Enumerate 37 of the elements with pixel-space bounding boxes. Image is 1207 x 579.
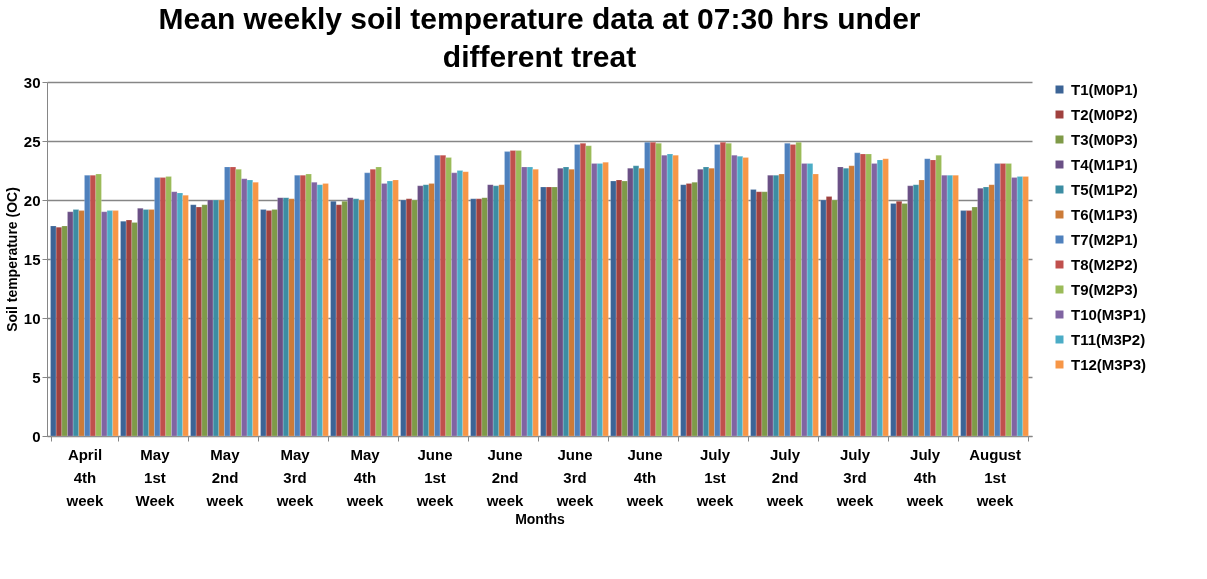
y-tick-label: 25 (23, 132, 41, 150)
legend-label: T10(M3P1) (1071, 305, 1147, 323)
legend-label: T5(M1P2) (1071, 180, 1138, 198)
legend-label: T12(M3P3) (1071, 355, 1147, 373)
legend-label: T3(M0P3) (1071, 130, 1138, 148)
y-tick-label: 20 (23, 191, 41, 209)
x-tick-label: July 3rd week (835, 445, 875, 509)
y-tick-label: 0 (32, 427, 41, 445)
x-tick-label: June 2nd week (485, 445, 524, 509)
legend-label: T8(M2P2) (1071, 255, 1138, 273)
x-tick-label: August 1st week (969, 445, 1021, 509)
x-tick-label: May 3rd week (275, 445, 314, 509)
x-tick-label: July 1st week (695, 445, 735, 509)
legend-label: T6(M1P3) (1071, 205, 1138, 223)
bar (50, 225, 57, 437)
y-tick-label: 10 (23, 309, 41, 327)
legend-label: T11(M3P2) (1071, 330, 1146, 348)
x-tick-label: May 1st Week (135, 445, 176, 509)
x-tick-label: June 3rd week (555, 445, 594, 509)
y-tick-label: 30 (23, 73, 41, 91)
legend-label: T1(M0P1) (1071, 80, 1138, 98)
y-axis-title: Soil temperature (OC) (3, 187, 20, 332)
x-tick-label: June 4th week (625, 445, 665, 509)
x-axis-title: Months (515, 510, 566, 527)
legend-label: T9(M2P3) (1071, 280, 1138, 298)
x-tick-label: July 2nd week (765, 445, 805, 509)
y-tick-label: 15 (23, 250, 41, 268)
legend-label: T4(M1P1) (1071, 155, 1138, 173)
x-tick-label: May 4th week (345, 445, 384, 509)
x-tick-label: May 2nd week (205, 445, 244, 509)
x-tick-label: July 4th week (905, 445, 945, 509)
chart-title: Mean weekly soil temperature data at 07:30 hrs under different treat (158, 2, 921, 73)
x-tick-label: April 4th week (65, 445, 104, 509)
y-tick-label: 5 (32, 368, 41, 386)
legend-label: T2(M0P2) (1071, 105, 1138, 123)
legend-label: T7(M2P1) (1071, 230, 1138, 248)
x-tick-label: June 1st week (415, 445, 454, 509)
